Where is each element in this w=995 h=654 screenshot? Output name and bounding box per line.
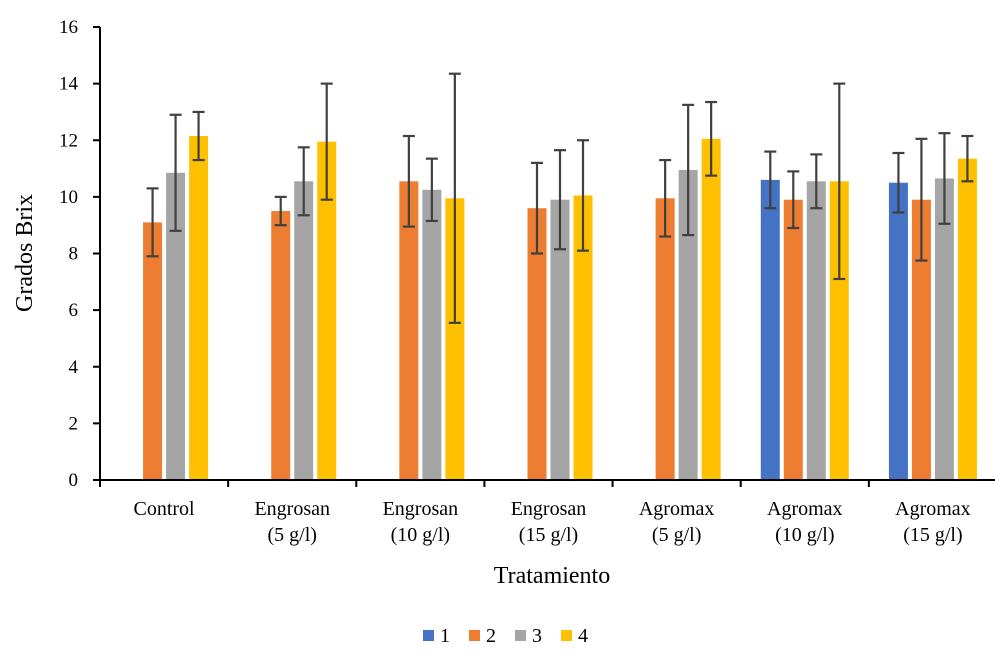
error-bar-series-3-cat-3: [554, 149, 566, 251]
bar-series-2-cat-0: [143, 222, 163, 480]
error-bar-series-2-cat-2: [402, 134, 415, 228]
x-tick-label: (10 g/l): [391, 524, 450, 546]
bar-series-4-cat-1: [317, 141, 337, 480]
legend: 1 2 3 4: [423, 625, 588, 647]
error-bar-series-4-cat-2: [448, 72, 461, 324]
error-bar-series-3-cat-4: [682, 103, 695, 237]
legend-label: 1: [440, 625, 450, 647]
axes-layer: 0 2 4 6 8 10 12 14 16 Control Engrosan (5 g/l) Engro…: [59, 17, 995, 546]
y-tick-label: 6: [69, 300, 79, 321]
legend-swatch: [423, 630, 434, 641]
bar-series-3-cat-1: [294, 181, 314, 480]
legend-label: 3: [532, 625, 542, 647]
x-tick-label: (15 g/l): [519, 524, 578, 546]
bars-layer: [143, 136, 977, 481]
bar-series-3-cat-2: [422, 189, 442, 480]
error-bar-series-2-cat-3: [531, 161, 543, 255]
x-tick-label: (5 g/l): [267, 524, 316, 546]
x-tick-label: Agromax: [639, 498, 715, 520]
bar-series-3-cat-4: [678, 169, 698, 480]
y-tick-label: 12: [59, 130, 78, 151]
x-tick-label: (5 g/l): [652, 524, 701, 546]
bar-series-1-cat-6: [888, 182, 908, 480]
y-tick-label: 10: [59, 187, 78, 208]
error-bar-series-3-cat-6: [938, 132, 951, 225]
error-bar-series-4-cat-3: [577, 139, 589, 252]
y-tick-label: 16: [59, 17, 78, 38]
legend-swatch: [515, 630, 526, 641]
error-bar-series-1-cat-6: [892, 151, 905, 214]
y-tick-label: 2: [69, 413, 79, 434]
legend-item-3: 3: [515, 625, 542, 647]
bar-series-1-cat-5: [760, 179, 780, 480]
error-bar-series-3-cat-5: [810, 153, 823, 210]
bar-series-3-cat-3: [550, 199, 570, 481]
bar-series-2-cat-2: [399, 181, 419, 480]
legend-item-4: 4: [561, 625, 588, 647]
bar-series-4-cat-3: [573, 195, 593, 480]
error-bar-series-3-cat-2: [425, 157, 438, 223]
bar-series-3-cat-6: [934, 178, 954, 481]
error-bar-series-2-cat-5: [787, 170, 800, 230]
x-axis-title: Tratamiento: [494, 563, 610, 589]
error-bar-series-4-cat-0: [192, 110, 205, 162]
x-tick-label: (10 g/l): [775, 524, 834, 546]
error-bar-series-3-cat-1: [297, 146, 310, 217]
error-bar-series-1-cat-5: [764, 150, 777, 210]
bar-series-4-cat-2: [445, 198, 465, 480]
legend-swatch: [469, 630, 480, 641]
error-bar-series-4-cat-1: [320, 82, 333, 201]
y-axis-title: Grados Brix: [12, 194, 38, 312]
bar-series-2-cat-3: [527, 208, 547, 480]
bar-series-4-cat-4: [701, 138, 721, 480]
bar-series-4-cat-0: [189, 136, 209, 481]
legend-swatch: [561, 630, 572, 641]
error-bar-series-2-cat-6: [915, 137, 928, 262]
x-tick-label: Agromax: [767, 498, 843, 520]
legend-item-1: 1: [423, 625, 450, 647]
legend-label: 2: [486, 625, 496, 647]
y-tick-label: 0: [69, 470, 79, 491]
x-tick-label: Agromax: [895, 498, 971, 520]
x-tick-label: Engrosan: [383, 498, 459, 520]
bar-series-4-cat-5: [829, 181, 849, 480]
legend-label: 4: [578, 625, 588, 647]
bar-series-2-cat-1: [271, 211, 291, 480]
bar-series-3-cat-0: [166, 172, 186, 480]
error-bar-series-2-cat-1: [274, 195, 287, 227]
bar-series-4-cat-6: [957, 158, 977, 480]
error-bar-series-4-cat-6: [961, 134, 974, 183]
bar-series-2-cat-6: [911, 199, 931, 481]
error-bar-series-3-cat-0: [169, 113, 182, 232]
y-tick-label: 4: [69, 357, 79, 378]
error-bar-series-2-cat-0: [146, 187, 159, 258]
x-tick-label: Engrosan: [511, 498, 587, 520]
bar-series-3-cat-5: [806, 181, 826, 480]
error-bar-series-4-cat-4: [705, 100, 718, 177]
error-bars-layer: [146, 72, 974, 324]
legend-item-2: 2: [469, 625, 496, 647]
x-tick-label: Engrosan: [254, 498, 330, 520]
y-tick-label: 14: [59, 74, 79, 95]
y-tick-label: 8: [69, 244, 79, 265]
x-tick-label: Control: [134, 498, 196, 520]
error-bar-series-4-cat-5: [833, 82, 846, 281]
error-bar-series-2-cat-4: [659, 158, 672, 238]
x-tick-label: (15 g/l): [903, 524, 962, 546]
bar-series-2-cat-4: [655, 198, 675, 480]
bar-series-2-cat-5: [783, 199, 803, 481]
